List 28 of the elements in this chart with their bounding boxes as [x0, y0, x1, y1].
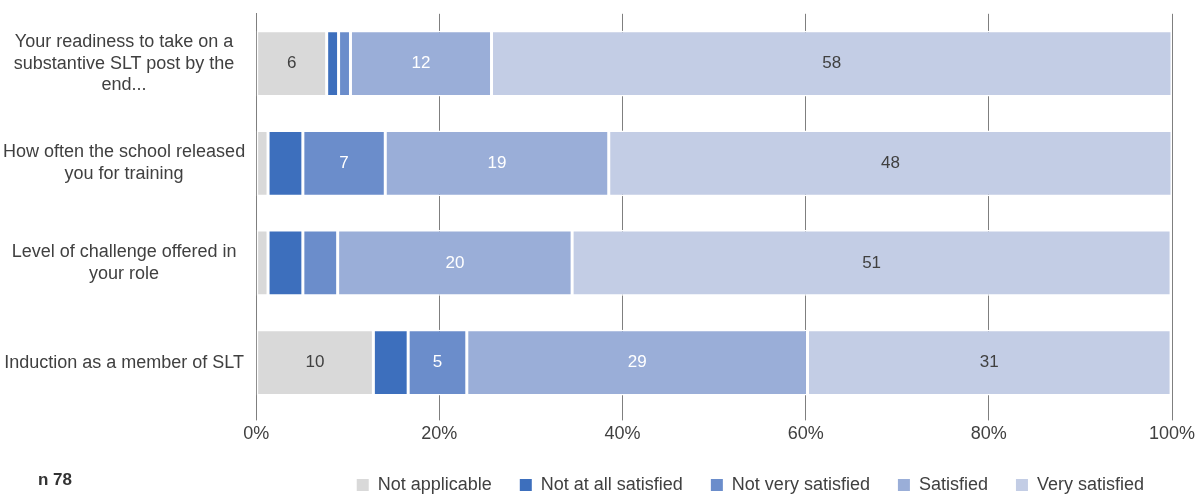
x-tick-label: 100% [1148, 423, 1196, 444]
x-tick-label: 0% [243, 423, 270, 444]
annotation: 6 [286, 53, 297, 73]
annotation: 48 [880, 152, 900, 172]
y-tick-label: Your readiness to take on a substantive SLT post by the end... [13, 30, 235, 95]
annotation: 51 [862, 252, 882, 272]
annotation: 5 [432, 352, 443, 372]
x-tick-label: 80% [970, 423, 1007, 444]
annotation: 10 [305, 352, 325, 372]
y-tick-label: Level of challenge offered in your role [11, 241, 237, 283]
annotation: 7 [339, 152, 349, 172]
legend-label: Not at all satisfied [540, 473, 683, 494]
legend-label: Very satisfied [1036, 473, 1145, 494]
annotation: 29 [627, 352, 647, 372]
annotation: 12 [411, 53, 431, 73]
x-tick-label: 60% [787, 423, 824, 444]
y-tick-label: Induction as a member of SLT [4, 351, 244, 372]
x-tick-label: 20% [421, 423, 458, 444]
legend-label: Not applicable [377, 473, 492, 494]
legend-label: Not very satisfied [731, 473, 870, 494]
annotation: 31 [979, 352, 999, 372]
legend-label: Satisfied [918, 473, 988, 494]
annotation: 20 [445, 252, 465, 272]
x-tick-label: 40% [604, 423, 641, 444]
annotation: 58 [822, 53, 842, 73]
text: n 78 [38, 470, 73, 490]
annotation: 19 [487, 152, 507, 172]
y-tick-label: How often the school released you for training [3, 141, 246, 184]
